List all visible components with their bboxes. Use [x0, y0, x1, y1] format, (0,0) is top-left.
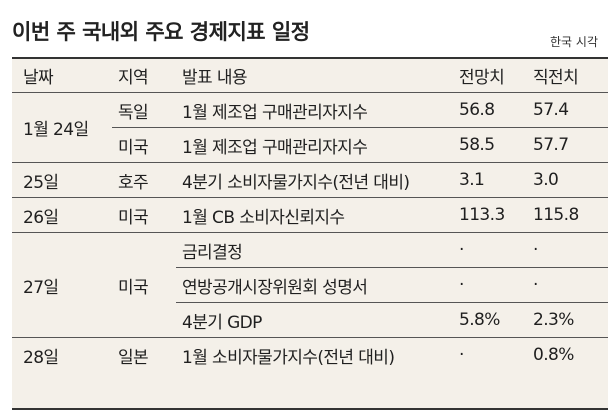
header-previous: 직전치: [527, 59, 608, 93]
header-forecast: 전망치: [453, 59, 527, 93]
table-row: 1월 24일 독일 1월 제조업 구매관리자지수 56.8 57.4: [12, 93, 608, 140]
header-region: 지역: [112, 59, 176, 93]
announcement-cell: 금리결정: [176, 232, 453, 268]
table-row: 4분기 GDP 5.8% 2.3%: [12, 302, 608, 338]
previous-cell: 57.4: [533, 100, 569, 120]
date-cell: 26일: [12, 197, 112, 233]
page-title: 이번 주 국내외 주요 경제지표 일정: [12, 20, 310, 44]
table-header-row: 날짜 지역 발표 내용 전망치 직전치: [12, 59, 608, 93]
announcement-cell: 1월 제조업 구매관리자지수: [182, 102, 368, 123]
header-date: 날짜: [12, 59, 112, 93]
date-cell: 25일: [12, 162, 112, 198]
announcement-cell: 1월 제조업 구매관리자지수: [176, 127, 453, 163]
table-row: 26일 미국 1월 CB 소비자신뢰지수 113.3 115.8: [12, 197, 608, 233]
region-cell: 미국: [112, 197, 176, 233]
forecast-cell: ·: [453, 232, 527, 268]
announcement-cell: 1월 CB 소비자신뢰지수: [176, 197, 453, 233]
table-row: 연방공개시장위원회 성명서 · ·: [12, 267, 608, 303]
region-cell: 독일: [118, 102, 149, 123]
forecast-cell: 3.1: [453, 162, 527, 198]
previous-cell: 3.0: [527, 162, 608, 198]
table-row: 27일 미국 금리결정 · ·: [12, 232, 608, 338]
forecast-cell: 113.3: [453, 197, 527, 233]
table-row: 25일 호주 4분기 소비자물가지수(전년 대비) 3.1 3.0: [12, 162, 608, 198]
previous-cell: 2.3%: [527, 302, 608, 338]
forecast-cell: ·: [453, 337, 527, 372]
date-cell: 28일: [12, 337, 112, 372]
previous-cell: ·: [527, 267, 608, 303]
schedule-table-container: 날짜 지역 발표 내용 전망치 직전치 1월 24일 독일 1월 제조업 구매관…: [12, 57, 608, 410]
date-cell: 1월 24일: [23, 120, 89, 140]
previous-cell: ·: [527, 232, 608, 268]
forecast-cell: ·: [453, 267, 527, 303]
date-cell: 27일: [12, 232, 112, 338]
table-row: 미국 1월 제조업 구매관리자지수 58.5 57.7: [12, 127, 608, 163]
region-cell: 호주: [112, 162, 176, 198]
announcement-cell: 1월 소비자물가지수(전년 대비): [176, 337, 453, 372]
forecast-cell: 58.5: [453, 127, 527, 163]
table-row: 28일 일본 1월 소비자물가지수(전년 대비) · 0.8%: [12, 337, 608, 372]
previous-cell: 115.8: [527, 197, 608, 233]
header-announcement: 발표 내용: [176, 59, 453, 93]
announcement-cell: 연방공개시장위원회 성명서: [176, 267, 453, 303]
timezone-note: 한국 시각: [550, 35, 598, 49]
announcement-cell: 4분기 GDP: [176, 302, 453, 338]
economic-indicator-table: 날짜 지역 발표 내용 전망치 직전치 1월 24일 독일 1월 제조업 구매관…: [12, 59, 608, 372]
region-cell: 미국: [112, 127, 176, 163]
region-cell: 미국: [112, 232, 176, 338]
region-cell: 일본: [112, 337, 176, 372]
forecast-cell: 5.8%: [453, 302, 527, 338]
announcement-cell: 4분기 소비자물가지수(전년 대비): [176, 162, 453, 198]
previous-cell: 0.8%: [527, 337, 608, 372]
previous-cell: 57.7: [527, 127, 608, 163]
forecast-cell: 56.8: [459, 100, 495, 120]
